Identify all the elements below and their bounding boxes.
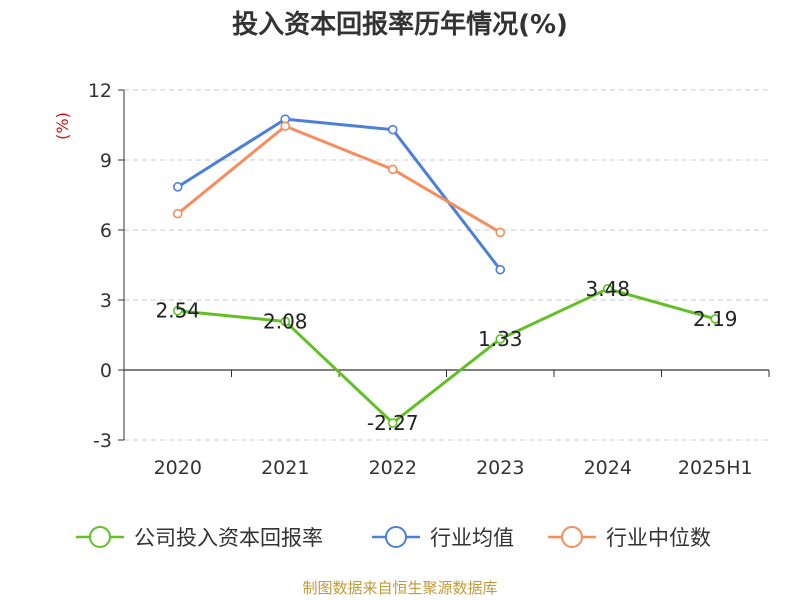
data-labels: 2.54 2.08 -2.27 1.33 3.48 2.19 bbox=[155, 277, 737, 435]
y-axis-label: (%) bbox=[53, 112, 72, 140]
x-tick-label: 2021 bbox=[261, 457, 309, 479]
data-label: 2.08 bbox=[263, 309, 308, 333]
data-point bbox=[495, 264, 506, 275]
data-point bbox=[495, 334, 506, 344]
grid-lines bbox=[124, 89, 769, 441]
y-tick-label: 3 bbox=[100, 290, 112, 312]
chart-title: 投入资本回报率历年情况(%) bbox=[232, 10, 568, 40]
x-tick-label: 2023 bbox=[476, 457, 524, 479]
x-tick-label: 2024 bbox=[584, 457, 632, 479]
y-tick-label: 9 bbox=[100, 150, 112, 172]
data-label: 2.54 bbox=[155, 299, 200, 323]
data-point bbox=[280, 121, 291, 131]
source-note: 制图数据来自恒生聚源数据库 bbox=[302, 579, 498, 597]
y-tick-label: -3 bbox=[93, 430, 112, 452]
legend-swatch-marker bbox=[385, 526, 407, 548]
y-tick-label: 6 bbox=[100, 220, 112, 242]
data-point bbox=[387, 418, 398, 428]
series-line bbox=[176, 124, 502, 234]
x-tick-label: 2025H1 bbox=[678, 457, 753, 479]
data-point bbox=[172, 305, 183, 316]
y-tick-label: 0 bbox=[100, 360, 112, 382]
data-label: 1.33 bbox=[478, 327, 523, 351]
data-point bbox=[495, 227, 506, 238]
data-point bbox=[602, 283, 613, 294]
data-point bbox=[172, 182, 183, 192]
data-point bbox=[280, 316, 291, 327]
axes: 12 9 6 3 0 -3 2020 2021 2022 2023 2024 2025H1 bbox=[88, 80, 770, 479]
data-point bbox=[387, 164, 398, 175]
legend-swatch-marker bbox=[561, 526, 583, 548]
x-tick-label: 2020 bbox=[154, 457, 202, 479]
data-point bbox=[387, 124, 398, 135]
legend-label: 公司投入资本回报率 bbox=[134, 526, 323, 550]
series-line bbox=[177, 287, 716, 425]
series-lines bbox=[172, 114, 721, 428]
data-label: 2.19 bbox=[693, 307, 738, 331]
data-label: -2.27 bbox=[367, 411, 419, 435]
legend-label: 行业中位数 bbox=[606, 526, 711, 550]
legend-label: 行业均值 bbox=[430, 526, 514, 550]
data-point bbox=[172, 208, 183, 219]
legend-swatch-marker bbox=[89, 526, 111, 548]
data-point bbox=[710, 314, 721, 324]
legend[interactable]: 公司投入资本回报率 行业均值 行业中位数 bbox=[76, 526, 711, 550]
series-line bbox=[176, 117, 502, 271]
y-tick-label: 12 bbox=[88, 80, 112, 102]
x-tick-label: 2022 bbox=[369, 457, 417, 479]
data-label: 3.48 bbox=[585, 277, 630, 301]
